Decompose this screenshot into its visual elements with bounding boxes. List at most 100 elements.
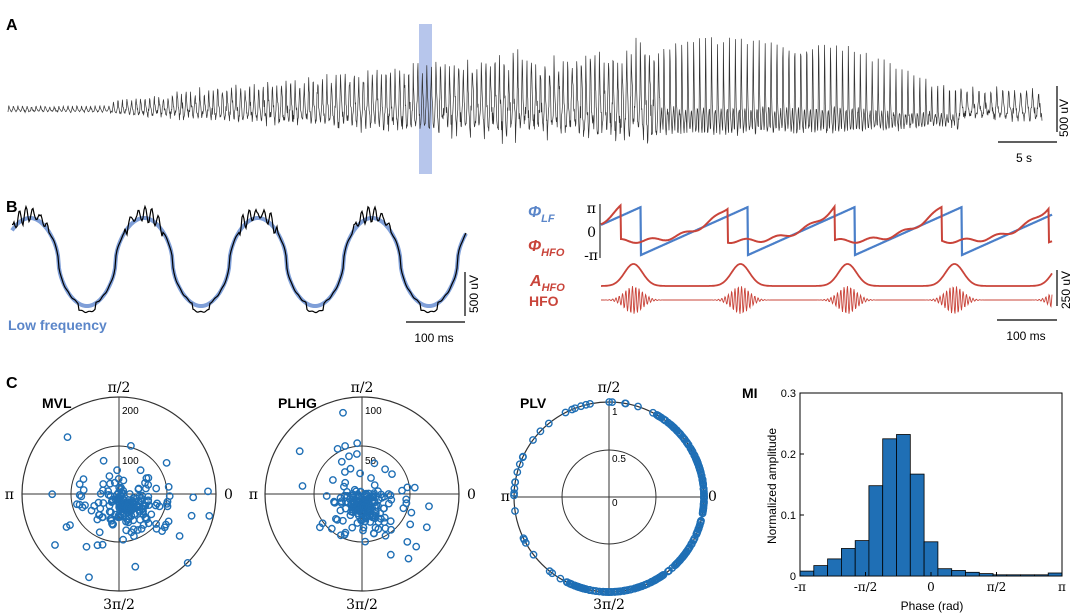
- polar-point: [634, 402, 642, 411]
- polar-point: [126, 441, 135, 450]
- mi-bar: [1020, 574, 1035, 577]
- polar-point: [87, 506, 96, 515]
- polar-point: [668, 422, 677, 431]
- polar-point: [511, 507, 519, 515]
- polar-point: [175, 532, 184, 540]
- mi-bar: [1034, 574, 1049, 577]
- polar-point: [371, 523, 380, 532]
- polar-point: [544, 419, 553, 428]
- polar-point: [368, 496, 377, 505]
- mi-bar: [909, 473, 925, 577]
- polar-point: [204, 487, 212, 496]
- polar-point: [349, 499, 358, 508]
- polar-point: [85, 573, 93, 582]
- polar-point: [518, 453, 527, 462]
- polar-point: [637, 582, 645, 591]
- polar-point: [367, 474, 375, 482]
- polar-point: [152, 484, 161, 493]
- phase-ytick-zero: 0: [587, 225, 596, 241]
- scalebar-a-x-label: 5 s: [1016, 151, 1032, 165]
- polar-point: [520, 535, 529, 544]
- polar-right-label: 0: [224, 487, 233, 503]
- polar-point: [511, 478, 519, 487]
- mi-x-tick-label: -π: [794, 580, 806, 594]
- polar-point: [693, 457, 702, 466]
- polar-ring-label: 0.5: [612, 454, 626, 465]
- phi-lf-trace: [600, 205, 1053, 257]
- polar-point: [515, 460, 524, 469]
- polar-point: [403, 538, 412, 546]
- polar-point: [700, 497, 708, 506]
- polar-point: [679, 551, 688, 560]
- polar-point: [343, 491, 352, 500]
- polar-point: [689, 537, 698, 545]
- polar-plot-plv: PLV π/2 π 0 3π/2 0 0.5 1: [501, 380, 717, 613]
- polar-point: [82, 542, 91, 551]
- polar-ring-label: 100: [365, 406, 382, 417]
- polar-point: [341, 442, 349, 450]
- polar-point: [672, 560, 681, 568]
- polar-point: [352, 450, 361, 458]
- polar-point: [386, 550, 395, 559]
- polar-point: [402, 499, 411, 508]
- polar-point: [114, 474, 123, 483]
- polar-point: [336, 531, 345, 540]
- polar-point: [164, 482, 173, 491]
- polar-point: [141, 484, 150, 493]
- mi-bar: [841, 548, 856, 577]
- mi-y-tick-label: 0.2: [781, 449, 796, 461]
- polar-point: [353, 439, 362, 448]
- polar-point: [674, 428, 683, 437]
- polar-point: [337, 498, 346, 507]
- polar-point: [105, 472, 114, 480]
- polar-point: [183, 559, 192, 567]
- polar-point: [364, 489, 373, 498]
- polar-point: [298, 482, 307, 490]
- mi-bar: [813, 565, 828, 577]
- polar-point: [113, 466, 122, 475]
- polar-point: [380, 504, 388, 513]
- phase-ytick-neg-pi: -π: [584, 248, 598, 264]
- polar-point: [131, 562, 140, 571]
- polar-point: [77, 492, 86, 501]
- scalebar-b-right-y-label: 250 uV: [1059, 271, 1073, 309]
- polar-point: [117, 483, 125, 492]
- polar-plot-plhg: PLHG π/2 π 0 3π/2 50 100: [249, 380, 476, 613]
- hfo-label: HFO: [529, 293, 559, 309]
- polar-point: [189, 493, 198, 502]
- polar-point: [133, 526, 142, 534]
- polar-point: [370, 459, 379, 468]
- polar-point: [119, 535, 128, 544]
- polar-point: [163, 497, 172, 506]
- polar-point: [688, 448, 697, 456]
- polar-point: [698, 476, 707, 485]
- polar-point: [338, 516, 347, 525]
- polar-point: [119, 476, 128, 485]
- polar-point: [187, 511, 196, 520]
- polar-point: [99, 499, 108, 507]
- polar-point: [142, 515, 151, 524]
- mi-bar: [1047, 572, 1063, 577]
- polar-point: [649, 408, 657, 417]
- polar-point: [124, 518, 133, 527]
- phase-ytick-pi: π: [587, 201, 596, 217]
- mi-y-axis-label: Normalized amplitude: [765, 428, 779, 544]
- polar-point: [152, 520, 161, 528]
- polar-point: [536, 427, 545, 436]
- mi-y-tick-label: 0.1: [781, 510, 796, 522]
- panel-c-letter: C: [6, 375, 18, 392]
- mi-bar: [868, 485, 884, 577]
- mi-bar: [978, 573, 994, 577]
- polar-point: [412, 542, 421, 551]
- polar-point: [407, 508, 416, 517]
- polar-point: [315, 523, 324, 532]
- polar-point: [510, 491, 518, 500]
- polar-point: [700, 489, 708, 498]
- highlight-window: [419, 24, 432, 174]
- polar-title: PLHG: [278, 395, 317, 411]
- polar-point: [358, 515, 366, 524]
- polar-left-label: π: [501, 489, 510, 505]
- polar-point: [388, 470, 396, 478]
- polar-point: [137, 524, 146, 533]
- scalebar-b-right-x-label: 100 ms: [1006, 329, 1045, 343]
